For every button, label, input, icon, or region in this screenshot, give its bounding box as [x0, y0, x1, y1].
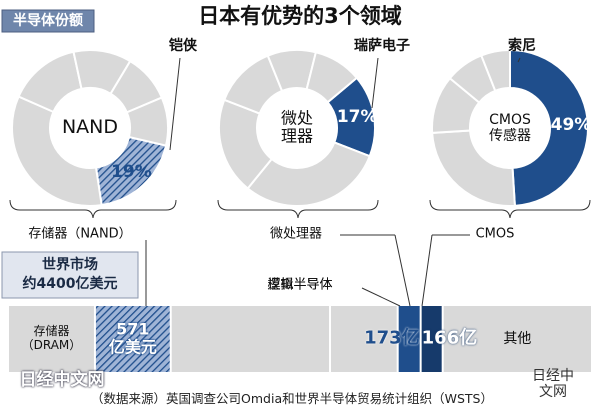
bracket: [9, 199, 177, 219]
watermark: 日经中文网: [532, 367, 574, 400]
bar-segment: [443, 306, 591, 372]
source: （数据来源）英国调查公司Omdia和世界半导体贸易统计组织（WSTS）: [91, 390, 493, 406]
donut-slice: [431, 129, 516, 207]
connector: [394, 234, 411, 307]
value-label: 571 亿美元: [108, 319, 157, 357]
center-label: CMOS 传感器: [489, 111, 531, 144]
value-label: 173亿: [364, 327, 420, 349]
bar-segment: [9, 306, 94, 372]
donut-slice: [305, 51, 359, 104]
donut-slice: [11, 95, 103, 207]
category-label: 瑞萨电子: [354, 37, 410, 54]
center-label: NAND: [61, 116, 119, 139]
category-label: 其他: [503, 330, 532, 347]
bracket: [217, 199, 379, 219]
connector: [421, 234, 433, 307]
value-label: 166亿: [421, 327, 478, 349]
bracket: [429, 199, 591, 219]
value-label: 19%: [111, 161, 152, 182]
callout-line: [169, 57, 181, 151]
donut-slice: [125, 96, 169, 147]
section-label: 半导体份额: [13, 12, 83, 29]
section-box: [1, 9, 95, 33]
donut-slice: [246, 141, 372, 207]
connector: [361, 287, 401, 307]
category-label: 逻辑半导体: [267, 277, 333, 293]
callout-line: [371, 57, 379, 109]
bar-segment: [421, 306, 442, 372]
value-label: 49%: [550, 115, 592, 136]
bar-segment: [330, 306, 397, 372]
donut-slice: [509, 48, 589, 207]
caption: 微处理器: [269, 226, 323, 242]
bar-segment: [171, 306, 329, 372]
bar-segment: [398, 306, 420, 372]
donut-slice: [479, 48, 511, 93]
center-label: 微处 理器: [280, 108, 314, 146]
category-label: 索尼: [508, 37, 536, 54]
market-box: [1, 251, 139, 299]
category-label: 模拟半导体: [267, 277, 333, 293]
caption: 存储器（NAND）: [28, 226, 132, 242]
value-label: 17%: [336, 107, 378, 128]
category-label: 存储器 （DRAM）: [21, 324, 82, 352]
watermark: 日经中文网: [19, 370, 105, 391]
callout-line: [517, 57, 521, 63]
title: 日本有优势的3个领域: [198, 3, 402, 28]
bar-segment: [95, 306, 170, 372]
caption: CMOS: [475, 226, 515, 242]
category-label: 铠侠: [169, 37, 197, 54]
market-label: 世界市场 约4400亿美元: [22, 257, 118, 292]
